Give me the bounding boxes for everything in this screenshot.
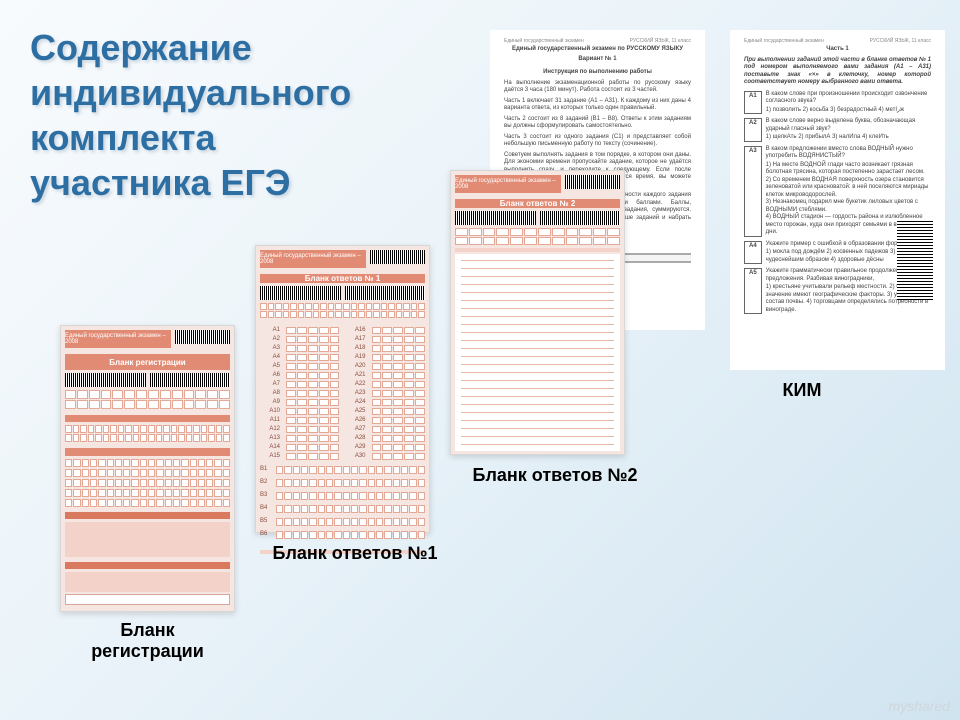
- kim-page-2: Единый государственный экзамен РУССКИЙ Я…: [730, 30, 945, 370]
- kim-h2: Инструкция по выполнению работы: [504, 69, 691, 77]
- form-header-small: Единый государственный экзамен – 2008: [260, 250, 366, 268]
- kim-paragraph: Часть 1 включает 31 задание (А1 – А31). …: [504, 98, 691, 113]
- question-number: А1: [744, 91, 762, 115]
- answer-form-2: Единый государственный экзамен – 2008 Бл…: [450, 170, 625, 455]
- title-line: индивидуального: [30, 70, 351, 115]
- kim-topline-left: Единый государственный экзамен: [504, 38, 584, 44]
- form-header-small: Единый государственный экзамен – 2008: [65, 330, 171, 348]
- barcode-icon: [540, 211, 621, 225]
- kim-question: А2В каком слове верно выделена буква, об…: [744, 118, 931, 142]
- barcode-icon: [897, 220, 933, 300]
- answer-lines: [455, 254, 620, 451]
- question-options: 1) щелкАть 2) прибылА 3) налИла 4) клеИт…: [766, 134, 931, 142]
- instruction-box: [455, 248, 620, 252]
- answer-form-1: Единый государственный экзамен – 2008 Бл…: [255, 245, 430, 533]
- barcode-icon: [175, 330, 230, 344]
- kim-paragraph: Часть 2 состоит из 8 заданий (В1 – В8). …: [504, 116, 691, 131]
- title-line: Содержание: [30, 25, 351, 70]
- question-text: В каком слове при произношении происходи…: [766, 91, 931, 115]
- part-b-grid: B1B2B3B4B5B6: [260, 466, 425, 544]
- caption-answer2: Бланк ответов №2: [455, 465, 655, 486]
- title-line: комплекта: [30, 115, 351, 160]
- kim-paragraph: Часть 3 состоит из одного задания (С1) и…: [504, 134, 691, 149]
- kim-instr: При выполнении заданий этой части в блан…: [744, 57, 931, 87]
- caption-answer1: Бланк ответов №1: [255, 543, 455, 564]
- question-number: А5: [744, 268, 762, 314]
- kim-part: Часть 1: [744, 46, 931, 54]
- caption-registration: Бланк регистрации: [60, 620, 235, 662]
- barcode-icon: [260, 286, 341, 300]
- form-header-big: Бланк ответов № 1: [260, 274, 425, 283]
- caption-kim: КИМ: [762, 380, 842, 401]
- watermark: myshared: [889, 698, 950, 714]
- signature-field: [65, 594, 230, 605]
- part-a-grid: A1A16A2A17A3A18A4A19A5A20A6A21A7A22A8A23…: [260, 327, 425, 460]
- question-number: А4: [744, 241, 762, 265]
- question-number: А2: [744, 118, 762, 142]
- kim-topline-right: РУССКИЙ ЯЗЫК, 11 класс: [630, 38, 691, 44]
- question-number: А3: [744, 146, 762, 237]
- kim-topline-right: РУССКИЙ ЯЗЫК, 11 класс: [870, 38, 931, 44]
- kim-paragraph: На выполнение экзаменационной работы по …: [504, 80, 691, 95]
- form-header-big: Бланк регистрации: [65, 354, 230, 370]
- barcode-icon: [65, 373, 146, 387]
- kim-topline-left: Единый государственный экзамен: [744, 38, 824, 44]
- slide-title: Содержание индивидуального комплекта уча…: [30, 25, 351, 205]
- question-options: 1) позволить 2) косьба 3) безрадостный 4…: [766, 107, 931, 115]
- kim-h1: Единый государственный экзамен по РУССКО…: [504, 46, 691, 54]
- instruction-box: [65, 522, 230, 557]
- barcode-icon: [455, 211, 536, 225]
- barcode-icon: [345, 286, 426, 300]
- kim-question: А1В каком слове при произношении происхо…: [744, 91, 931, 115]
- form-header-small: Единый государственный экзамен – 2008: [455, 175, 561, 193]
- title-line: участника ЕГЭ: [30, 160, 351, 205]
- barcode-icon: [370, 250, 425, 264]
- barcode-icon: [565, 175, 620, 189]
- form-header-big: Бланк ответов № 2: [455, 199, 620, 208]
- instruction-box: [65, 572, 230, 592]
- registration-form: Единый государственный экзамен – 2008 Бл…: [60, 325, 235, 612]
- kim-variant: Вариант № 1: [504, 56, 691, 64]
- barcode-icon: [150, 373, 231, 387]
- question-text: В каком слове верно выделена буква, обоз…: [766, 118, 931, 142]
